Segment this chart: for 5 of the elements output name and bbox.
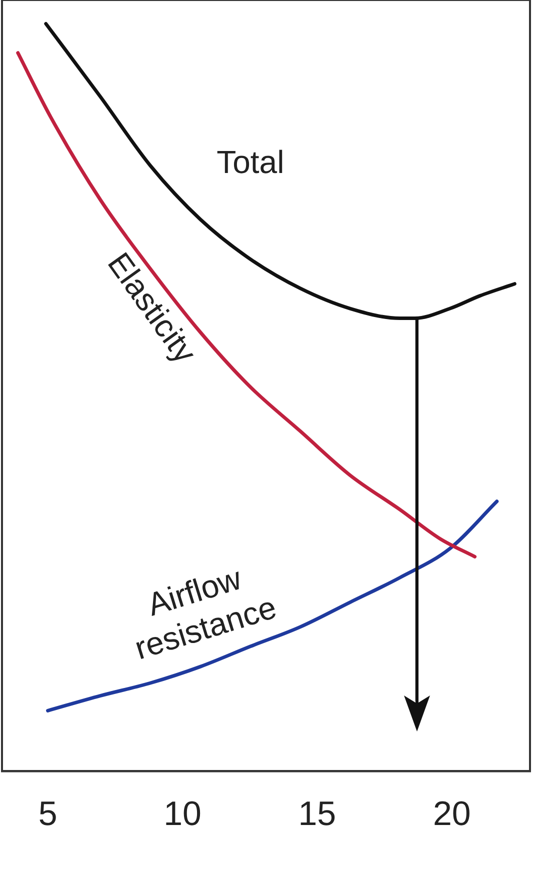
x-tick-label: 15: [298, 794, 336, 833]
series-label: Total: [216, 144, 284, 180]
x-tick-label: 20: [432, 794, 471, 833]
x-tick-label: 10: [164, 794, 202, 833]
x-tick-label: 5: [38, 794, 58, 833]
